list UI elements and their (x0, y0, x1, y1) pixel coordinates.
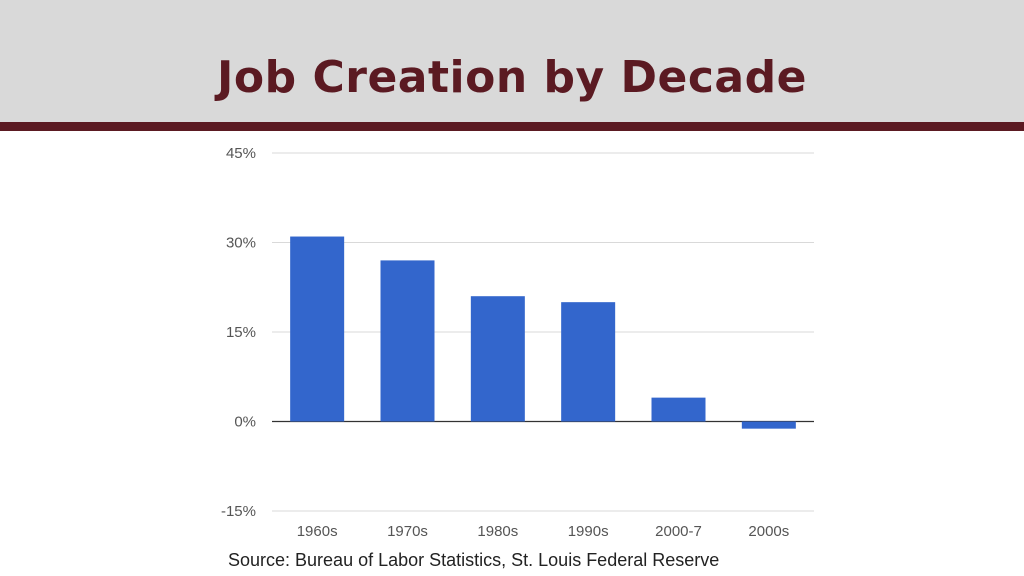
bar-2000s (741, 421, 796, 429)
x-tick-label: 1980s (477, 523, 518, 540)
bar-1960s (290, 236, 345, 422)
bar-1970s (380, 260, 435, 422)
x-axis-ticks: 1960s 1970s 1980s 1990s 2000-7 2000s (297, 523, 790, 540)
bar-2000-7 (651, 397, 706, 422)
x-tick-label: 2000-7 (655, 523, 702, 540)
x-tick-label: 2000s (748, 523, 789, 540)
y-tick-label: 30% (226, 235, 256, 252)
gridlines (272, 152, 814, 512)
bars (290, 236, 796, 429)
y-tick-label: 0% (234, 414, 256, 431)
y-tick-label: 45% (226, 145, 256, 162)
slide-title: Job Creation by Decade (217, 52, 807, 103)
bar-1990s (561, 302, 616, 422)
title-divider (0, 122, 1024, 131)
source-note: Source: Bureau of Labor Statistics, St. … (228, 550, 720, 570)
x-tick-label: 1970s (387, 523, 428, 540)
x-tick-label: 1990s (568, 523, 609, 540)
y-tick-label: 15% (226, 324, 256, 341)
x-tick-label: 1960s (297, 523, 338, 540)
bar-1980s (470, 296, 525, 422)
y-tick-label: -15% (221, 503, 256, 520)
y-axis-ticks: 45% 30% 15% 0% -15% (221, 145, 256, 520)
title-bar (0, 0, 1024, 122)
